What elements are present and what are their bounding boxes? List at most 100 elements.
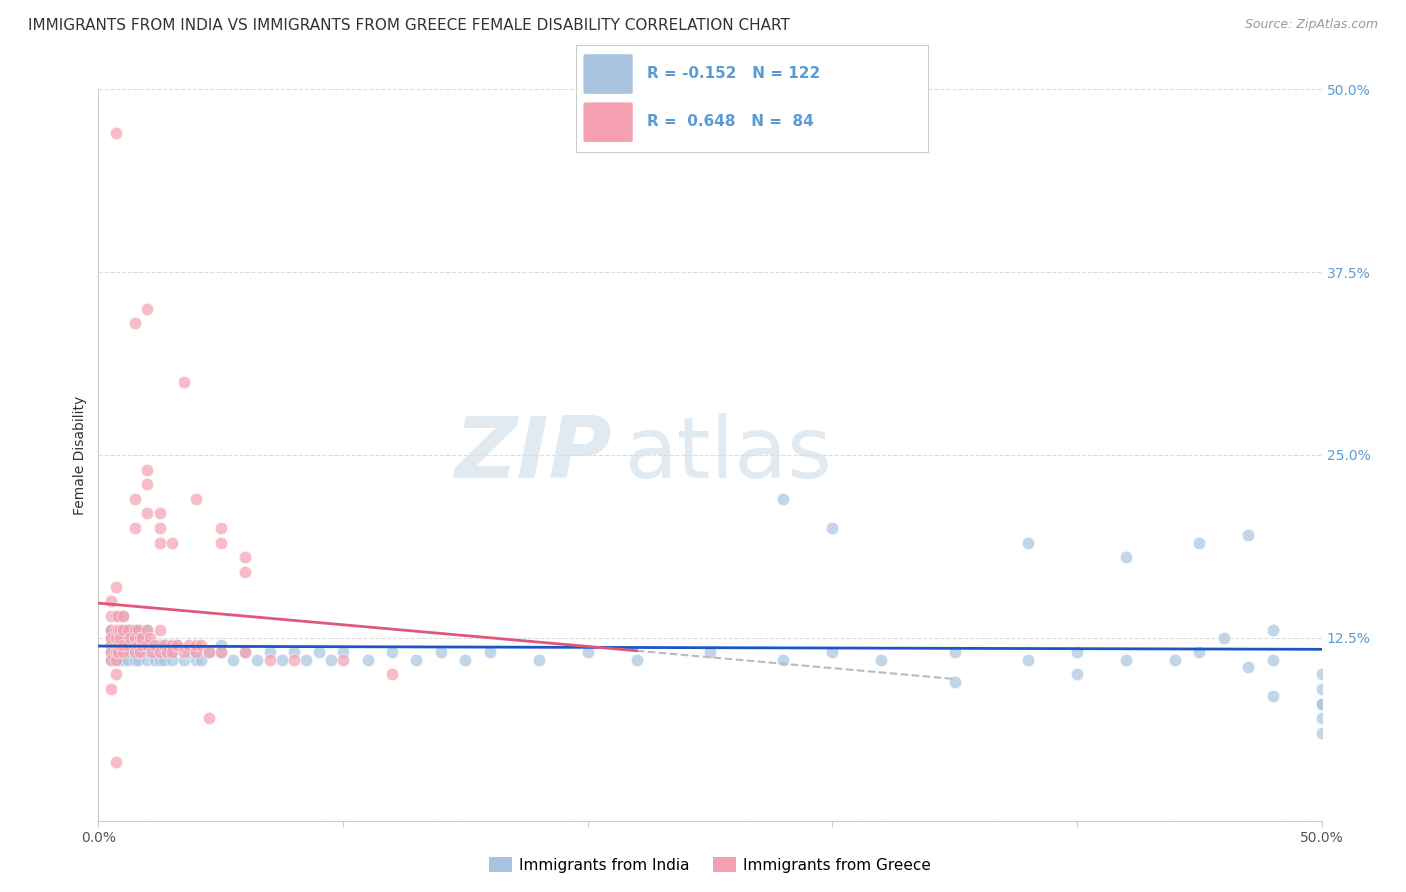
Point <box>124 638 146 652</box>
Point <box>104 638 127 652</box>
Point <box>111 608 134 623</box>
Point <box>100 631 122 645</box>
Point <box>104 653 127 667</box>
Point <box>1188 645 1211 659</box>
Point <box>136 624 159 638</box>
Point <box>129 631 152 645</box>
Point <box>134 631 156 645</box>
Point <box>270 653 294 667</box>
Point <box>233 645 256 659</box>
Point <box>332 645 354 659</box>
Point <box>104 624 127 638</box>
Point <box>107 624 129 638</box>
Point <box>107 624 129 638</box>
Point <box>1017 653 1039 667</box>
Point <box>186 638 208 652</box>
Point <box>149 653 172 667</box>
Point <box>177 638 200 652</box>
Point <box>120 638 142 652</box>
Text: atlas: atlas <box>624 413 832 497</box>
Point <box>136 507 159 521</box>
Point <box>1261 653 1284 667</box>
Point <box>111 608 134 623</box>
Point <box>156 645 179 659</box>
Point <box>100 653 122 667</box>
Point <box>124 624 146 638</box>
Point <box>139 631 162 645</box>
Point <box>1115 653 1137 667</box>
Point <box>197 645 219 659</box>
Point <box>160 645 183 659</box>
Point <box>197 711 219 725</box>
Point <box>104 624 127 638</box>
Point <box>149 535 172 549</box>
Point <box>111 645 134 659</box>
Point <box>131 631 153 645</box>
Point <box>104 608 127 623</box>
Point <box>100 681 122 696</box>
Point <box>100 638 122 652</box>
Point <box>209 645 232 659</box>
Point <box>136 462 159 476</box>
Point <box>166 638 188 652</box>
Point <box>124 653 146 667</box>
Point <box>222 653 245 667</box>
Point <box>143 638 166 652</box>
Point <box>110 631 132 645</box>
Point <box>1017 535 1039 549</box>
Point <box>127 638 149 652</box>
Point <box>100 653 122 667</box>
Point <box>295 653 318 667</box>
Point <box>319 653 342 667</box>
Point <box>1310 711 1333 725</box>
Point <box>111 638 134 652</box>
Point <box>117 631 139 645</box>
Point <box>197 645 219 659</box>
Point <box>821 521 844 535</box>
Point <box>124 638 146 652</box>
Point <box>104 645 127 659</box>
Point <box>117 624 139 638</box>
Point <box>131 645 153 659</box>
Point <box>190 653 212 667</box>
Point <box>104 653 127 667</box>
Point <box>356 653 378 667</box>
Point <box>259 653 281 667</box>
Point <box>104 755 127 769</box>
Point <box>136 624 159 638</box>
Point <box>1310 667 1333 681</box>
Point <box>478 645 501 659</box>
Point <box>111 645 134 659</box>
Point <box>149 521 172 535</box>
Point <box>430 645 453 659</box>
Point <box>117 645 139 659</box>
Point <box>127 631 149 645</box>
Point <box>772 653 794 667</box>
Point <box>381 645 404 659</box>
Point <box>124 631 146 645</box>
Point <box>127 645 149 659</box>
Point <box>233 565 256 579</box>
Point <box>100 624 122 638</box>
Point <box>124 645 146 659</box>
Point <box>173 653 195 667</box>
Point <box>1310 697 1333 711</box>
Point <box>124 645 146 659</box>
Point <box>186 491 208 506</box>
Point <box>107 645 129 659</box>
Point <box>100 645 122 659</box>
Point <box>153 638 176 652</box>
Point <box>173 375 195 389</box>
Point <box>104 126 127 140</box>
Point <box>104 638 127 652</box>
Point <box>120 624 142 638</box>
Point <box>1310 726 1333 740</box>
Point <box>100 631 122 645</box>
Point <box>111 624 134 638</box>
FancyBboxPatch shape <box>583 103 633 142</box>
Point <box>186 645 208 659</box>
Point <box>626 653 648 667</box>
Point <box>1237 528 1260 542</box>
Point <box>107 631 129 645</box>
Point <box>149 645 172 659</box>
